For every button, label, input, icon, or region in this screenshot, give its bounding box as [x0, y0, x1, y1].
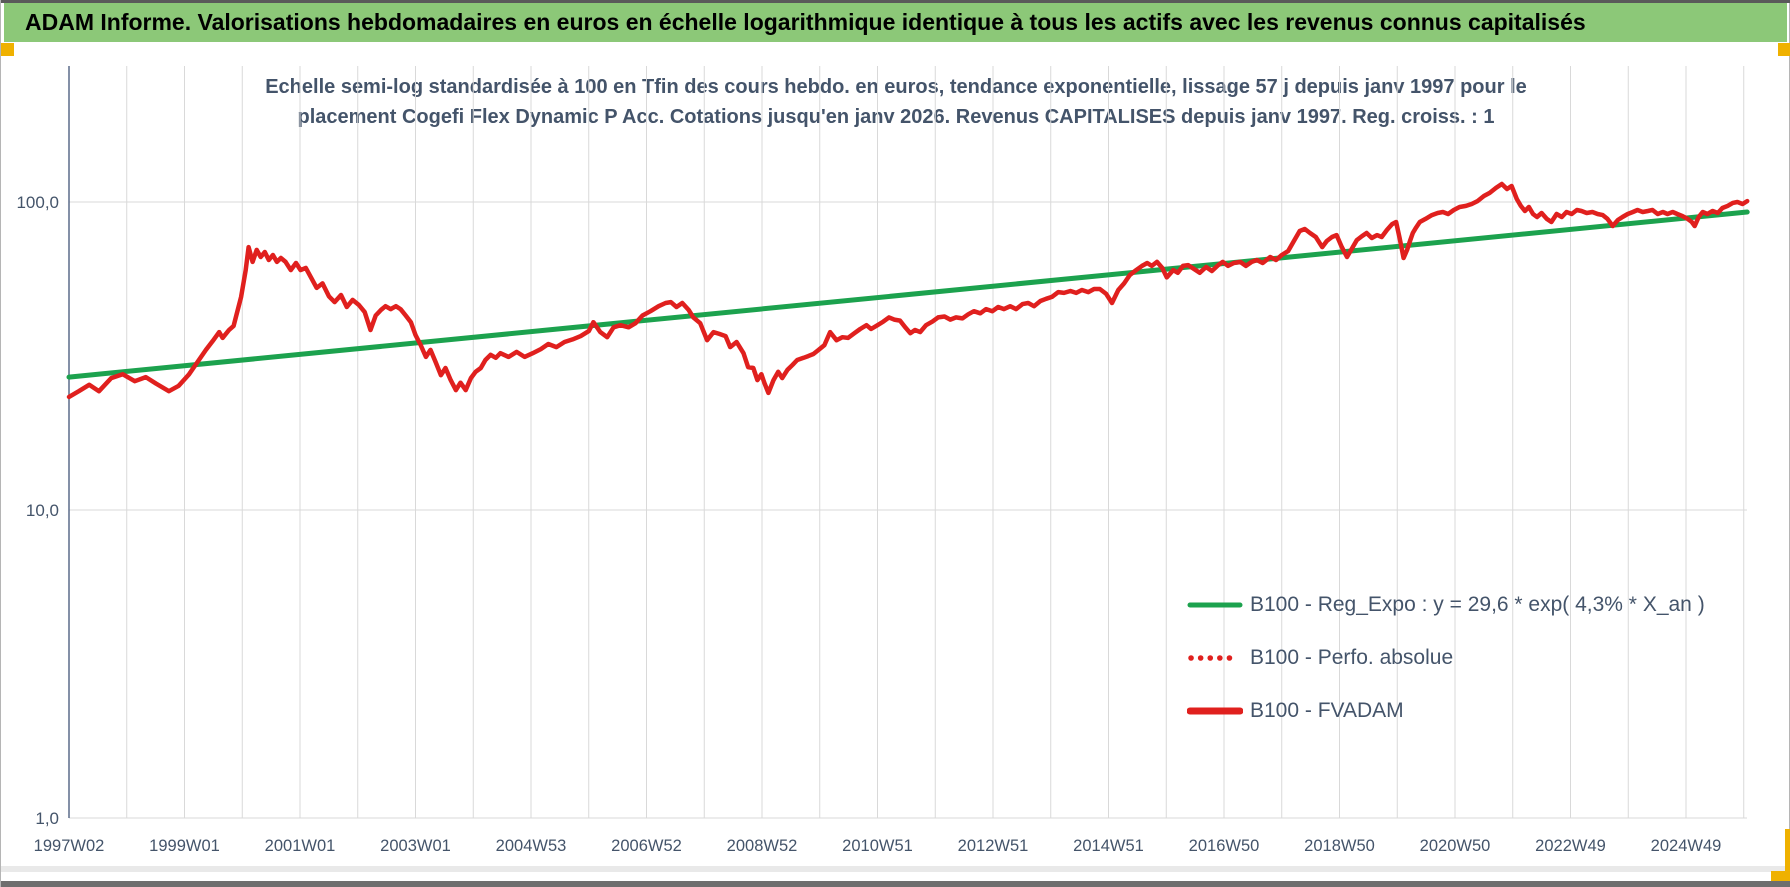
legend-item-perfo-absolue: B100 - Perfo. absolue — [1187, 639, 1705, 677]
accent-square-right — [1778, 43, 1790, 56]
accent-square-left — [1, 43, 14, 56]
y-axis-tick-label: 100,0 — [16, 193, 59, 212]
x-axis-tick-label: 2010W51 — [842, 837, 913, 855]
legend-label-fvadam: B100 - FVADAM — [1250, 699, 1404, 722]
x-axis-tick-label: 1997W02 — [34, 837, 105, 855]
x-axis-tick-label: 2022W49 — [1535, 837, 1606, 855]
x-axis-tick-label: 2006W52 — [611, 837, 682, 855]
amber-right-strip — [1785, 829, 1790, 887]
x-axis-tick-label: 2014W51 — [1073, 837, 1144, 855]
legend-label-perfo-absolue: B100 - Perfo. absolue — [1250, 646, 1454, 669]
x-axis-tick-label: 2001W01 — [265, 837, 336, 855]
x-axis-tick-label: 2016W50 — [1189, 837, 1260, 855]
report-header-title: ADAM Informe. Valorisations hebdomadaire… — [25, 9, 1586, 35]
chart-legend: B100 - Reg_Expo : y = 29,6 * exp( 4,3% *… — [1187, 586, 1705, 730]
legend-label-reg-expo: B100 - Reg_Expo : y = 29,6 * exp( 4,3% *… — [1250, 593, 1705, 616]
legend-item-reg-expo: B100 - Reg_Expo : y = 29,6 * exp( 4,3% *… — [1187, 586, 1705, 624]
legend-swatch-red-dotted-line-icon — [1188, 655, 1242, 661]
page-top-border — [1, 0, 1790, 3]
legend-swatch-green-line-icon — [1187, 602, 1243, 608]
x-axis-tick-label: 2003W01 — [380, 837, 451, 855]
series-b100-fvadam — [66, 181, 1750, 400]
x-axis-tick-label: 2004W53 — [496, 837, 567, 855]
bottom-gray-strip — [1, 866, 1790, 872]
series-b100-reg-expo — [66, 209, 1750, 380]
page-bottom-border — [1, 881, 1790, 887]
x-axis-tick-label: 2020W50 — [1420, 837, 1491, 855]
y-axis-tick-label: 1,0 — [35, 809, 59, 828]
y-axis-tick-label: 10,0 — [26, 501, 59, 520]
x-axis-tick-label: 1999W01 — [149, 837, 220, 855]
legend-item-fvadam: B100 - FVADAM — [1187, 692, 1705, 730]
x-axis-tick-label: 2024W49 — [1651, 837, 1722, 855]
x-axis-tick-label: 2008W52 — [727, 837, 798, 855]
legend-swatch-red-line-icon — [1187, 707, 1243, 715]
x-axis-tick-label: 2018W50 — [1304, 837, 1375, 855]
x-axis-tick-label: 2012W51 — [958, 837, 1029, 855]
report-header: ADAM Informe. Valorisations hebdomadaire… — [4, 3, 1787, 42]
